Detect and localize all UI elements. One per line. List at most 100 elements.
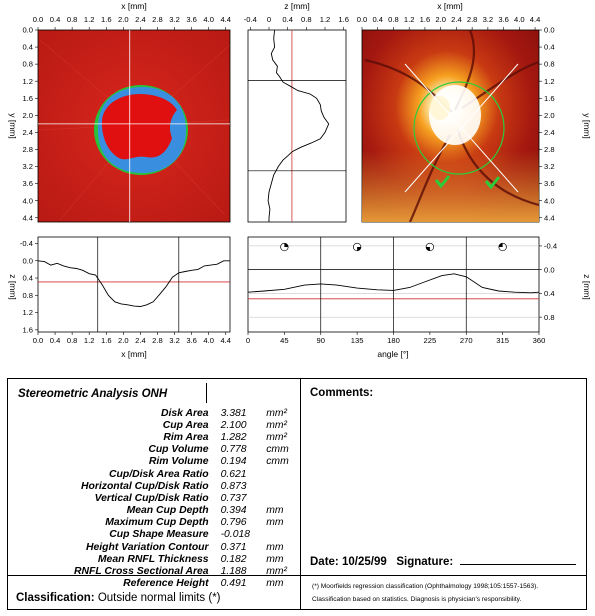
parameter-row: Mean Cup Depth 0.394 mm <box>8 505 300 517</box>
parameter-name: RNFL Cross Sectional Area <box>74 566 209 578</box>
x-tick-label: 315 <box>496 336 509 345</box>
parameter-name: Cup Area <box>162 419 209 431</box>
x-tick-label: 2.0 <box>118 15 129 24</box>
signature-field[interactable] <box>460 554 577 565</box>
parameter-name: Mean RNFL Thickness <box>97 553 209 565</box>
parameter-value: 0.371 <box>220 541 247 553</box>
parameter-value: 3.381 <box>220 407 247 419</box>
parameter-value: 0.796 <box>220 517 247 529</box>
x-axis-title-e: angle [°] <box>377 349 408 359</box>
x-tick-labels-a: 0.0 0.4 0.8 1.2 1.6 2.0 2.4 2.8 3.2 3.6 4.0 4.4 <box>33 15 231 30</box>
parameter-row: Rim Volume 0.194 cmm <box>8 456 300 468</box>
disk-contour <box>413 81 505 175</box>
y-tick-labels-d: -0.4 0.0 0.4 0.8 1.2 1.6 <box>20 239 38 334</box>
sector-check-mark <box>434 175 451 189</box>
rnfl-contour-panel: angle [°] z [mm] 0 45 90 135 180 225 270 315 360… <box>246 236 592 359</box>
y-tick-label: 0.4 <box>544 289 555 298</box>
parameter-name: Cup/Disk Area Ratio <box>109 468 209 480</box>
y-tick-label: 2.8 <box>22 145 33 154</box>
parameter-unit: mm² <box>266 419 288 431</box>
analysis-report: Stereometric Analysis ONH Disk Area 3.381… <box>7 378 587 610</box>
x-tick-label: 0.4 <box>282 15 293 24</box>
y-axis-title-a: y [mm] <box>8 113 18 139</box>
parameter-value: 0.182 <box>220 553 247 565</box>
parameter-name: Cup Volume <box>148 444 209 456</box>
x-tick-label: 180 <box>387 336 400 345</box>
y-tick-label: 3.6 <box>22 179 33 188</box>
y-tick-label: 4.4 <box>22 213 33 222</box>
x-tick-label: 0.0 <box>33 15 44 24</box>
parameter-row: Cup/Disk Area Ratio 0.621 <box>8 468 300 480</box>
rnfl-contour-line <box>247 273 540 294</box>
x-tick-label: 2.8 <box>152 336 163 345</box>
y-tick-label: 0.8 <box>22 291 33 300</box>
parameter-row: Cup Shape Measure -0.018 <box>8 529 300 541</box>
x-tick-label: 2.8 <box>467 15 478 24</box>
parameter-unit: cmm <box>266 456 289 468</box>
parameter-list: Disk Area 3.381 mm² Cup Area 2.100 mm² Rim Are… <box>8 407 300 590</box>
parameter-value: 2.100 <box>220 419 247 431</box>
title-separator <box>206 383 207 403</box>
sector-quadrant-fill <box>426 247 430 251</box>
analysis-title: Stereometric Analysis ONH <box>18 388 168 400</box>
y-tick-label: 0.8 <box>544 313 555 322</box>
x-tick-label: 3.6 <box>186 15 197 24</box>
comments-label: Comments: <box>310 387 374 399</box>
parameter-name: Cup Shape Measure <box>109 529 209 541</box>
parameter-value: 0.778 <box>220 444 247 456</box>
x-tick-labels-e: 0 45 90 135 180 225 270 315 360 <box>246 332 545 345</box>
x-tick-label: 1.2 <box>84 15 95 24</box>
x-tick-label: 4.0 <box>514 15 525 24</box>
date-signature-line: Date: 10/25/99 Signature: <box>310 554 577 568</box>
y-tick-label: 0.8 <box>544 60 555 69</box>
footnote-disclaimer: Classification based on statistics. Diag… <box>312 596 522 603</box>
horizontal-profile-frame <box>37 236 231 333</box>
y-tick-label: 0.8 <box>22 60 33 69</box>
x-tick-label: 2.0 <box>435 15 446 24</box>
parameter-row: Mean RNFL Thickness 0.182 mm <box>8 553 300 565</box>
classification-panel: Classification: Outside normal limits (*… <box>8 575 301 609</box>
parameter-value: 0.394 <box>220 505 247 517</box>
x-axis-title-b: z [mm] <box>284 1 310 11</box>
parameter-row: Rim Area 1.282 mm² <box>8 431 300 443</box>
x-tick-label: 45 <box>280 336 288 345</box>
y-tick-label: 4.0 <box>544 196 555 205</box>
parameter-row: RNFL Cross Sectional Area 1.188 mm² <box>8 565 300 577</box>
x-tick-label: 2.8 <box>152 15 163 24</box>
x-tick-label: 0.0 <box>33 336 44 345</box>
x-tick-label: 3.2 <box>169 15 180 24</box>
y-tick-label: 2.4 <box>544 128 555 137</box>
parameter-unit: mm <box>266 517 284 529</box>
parameter-unit: mm² <box>266 407 288 419</box>
x-tick-label: 1.6 <box>101 15 112 24</box>
y-tick-label: -0.4 <box>544 242 557 251</box>
parameter-row: Height Variation Contour 0.371 mm <box>8 541 300 553</box>
x-tick-label: 3.2 <box>169 336 180 345</box>
y-tick-labels-c: 0.0 0.4 0.8 1.2 1.6 2.0 2.4 2.8 3.2 3.6 4.0 4.4 <box>539 26 555 222</box>
x-tick-label: 1.2 <box>84 336 95 345</box>
x-tick-labels-b: -0.4 0 0.4 0.8 1.2 1.6 <box>244 15 349 30</box>
x-tick-label: 0.4 <box>50 336 61 345</box>
parameter-name: Disk Area <box>161 407 209 419</box>
parameter-unit: mm <box>266 505 284 517</box>
sector-check-mark <box>484 176 501 190</box>
y-tick-label: 0.0 <box>544 26 555 35</box>
y-axis-title-d: z [mm] <box>8 274 18 300</box>
onh-figure: x [mm] y [mm] 0.0 0.4 0.8 1.2 1.6 2.0 2.4 2.8 3.… <box>8 1 592 359</box>
x-tick-label: 225 <box>424 336 437 345</box>
x-tick-label: 2.4 <box>451 15 462 24</box>
parameter-name: Rim Area <box>163 431 209 443</box>
y-tick-label: 0.4 <box>22 274 33 283</box>
parameter-unit: mm² <box>266 431 288 443</box>
x-tick-label: -0.4 <box>244 15 257 24</box>
y-tick-label: 0.4 <box>544 43 555 52</box>
parameter-value: 0.737 <box>220 492 247 504</box>
y-tick-label: 0.0 <box>22 26 33 35</box>
parameter-row: Maximum Cup Depth 0.796 mm <box>8 517 300 529</box>
x-tick-label: 2.4 <box>135 15 146 24</box>
parameter-row: Reference Height 0.491 mm <box>8 578 300 590</box>
parameter-name: Reference Height <box>123 578 209 590</box>
parameter-row: Disk Area 3.381 mm² <box>8 407 300 419</box>
x-tick-label: 4.0 <box>203 15 214 24</box>
parameter-unit: cmm <box>266 444 289 456</box>
